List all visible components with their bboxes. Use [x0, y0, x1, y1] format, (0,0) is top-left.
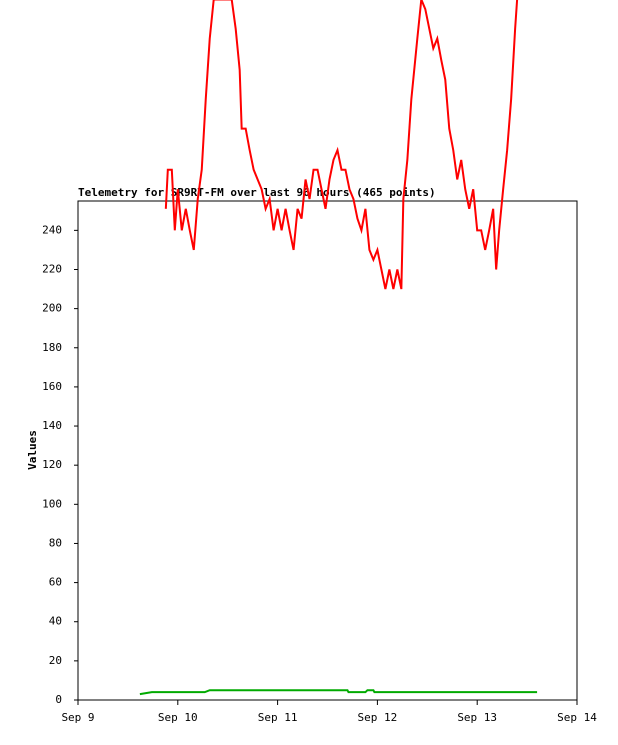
- y-tick-label: 200: [42, 302, 62, 315]
- y-tick-label: 0: [55, 693, 62, 706]
- y-tick-label: 220: [42, 262, 62, 275]
- y-tick-label: 140: [42, 419, 62, 432]
- y-tick-label: 60: [49, 576, 62, 589]
- y-tick-label: 100: [42, 497, 62, 510]
- x-tick-label: Sep 12: [358, 711, 398, 724]
- y-tick-label: 40: [49, 615, 62, 628]
- x-tick-label: Sep 10: [158, 711, 198, 724]
- x-tick-label: Sep 9: [61, 711, 94, 724]
- x-tick-label: Sep 14: [557, 711, 597, 724]
- series-line: [139, 689, 538, 696]
- plot-frame: [77, 200, 578, 701]
- series-line: [164, 0, 519, 290]
- y-tick-label: 180: [42, 341, 62, 354]
- y-tick-label: 240: [42, 223, 62, 236]
- y-tick-label: 80: [49, 536, 62, 549]
- y-tick-label: 160: [42, 380, 62, 393]
- y-tick-label: 120: [42, 458, 62, 471]
- x-tick-label: Sep 13: [457, 711, 497, 724]
- chart-title: Telemetry for SR9RT-FM over last 96 hour…: [78, 186, 436, 199]
- y-tick-label: 20: [49, 654, 62, 667]
- x-tick-label: Sep 11: [258, 711, 298, 724]
- y-axis-label: Values: [26, 430, 39, 470]
